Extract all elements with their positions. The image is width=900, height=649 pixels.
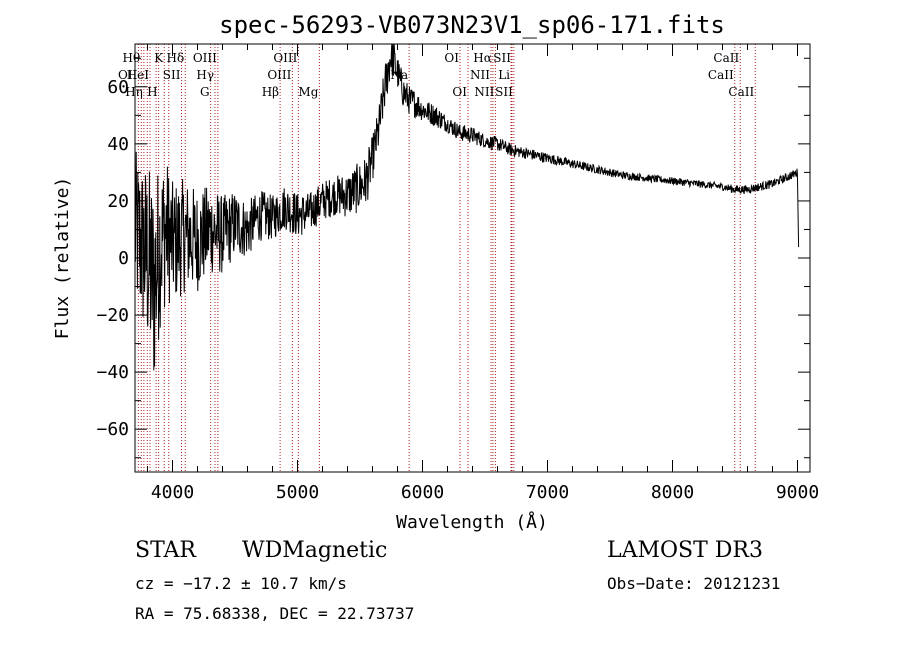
- x-tick-label: 5000: [276, 482, 319, 503]
- spectral-line-label: OIII: [267, 68, 291, 82]
- object-subclass: WDMagnetic: [242, 538, 388, 563]
- x-tick-label: 7000: [526, 482, 569, 503]
- spectral-line-label: CaII: [713, 51, 739, 65]
- spectral-line-label: SII: [493, 51, 511, 65]
- spectral-line-labels: OIIHθHηHeIHKSIIHδGHγOIIIHβOIIIOIIIMgNaOI…: [118, 51, 754, 99]
- spectral-line-label: Hα: [473, 51, 492, 65]
- x-tick-label: 4000: [151, 482, 194, 503]
- y-tick-label: 40: [107, 134, 129, 155]
- spectral-line-label: OI: [452, 85, 467, 99]
- spectral-line-label: Mg: [298, 85, 318, 99]
- y-axis-ticks: −60 −40 −20 0 20 40 60: [96, 57, 810, 459]
- survey-name: LAMOST DR3: [607, 538, 763, 563]
- y-tick-label: 60: [107, 77, 129, 98]
- spectral-line-label: G: [200, 85, 210, 99]
- coordinates-readout: RA = 75.68338, DEC = 22.73737: [135, 604, 415, 623]
- x-axis-ticks: 4000 5000 6000 7000 8000 9000: [147, 44, 819, 503]
- chart-title: spec-56293-VB073N23V1_sp06-171.fits: [219, 11, 725, 39]
- y-axis-label: Flux (relative): [52, 177, 73, 340]
- spectral-line-label: OII: [118, 68, 138, 82]
- spectral-line-label: CaII: [708, 68, 734, 82]
- spectral-line-label: Hη: [125, 85, 143, 99]
- spectral-line-label: OIII: [273, 51, 297, 65]
- spectral-line-label: SII: [163, 68, 181, 82]
- spectral-line-label: Hθ: [123, 51, 141, 65]
- x-tick-label: 6000: [401, 482, 444, 503]
- spectral-line-label: OI: [444, 51, 459, 65]
- observation-date: Obs−Date: 20121231: [607, 574, 781, 593]
- plot-frame: [134, 43, 811, 473]
- spectral-line-label: NII: [470, 68, 490, 82]
- redshift-readout: cz = −17.2 ± 10.7 km/s: [135, 574, 347, 593]
- spectral-line-label: SII: [495, 85, 513, 99]
- spectral-line-label: H: [147, 85, 157, 99]
- y-tick-label: 20: [107, 191, 129, 212]
- x-axis-label: Wavelength (Å): [396, 511, 548, 533]
- y-tick-label: 0: [118, 248, 129, 269]
- spectral-line-label: OIII: [193, 51, 217, 65]
- spectral-line-label: Hγ: [196, 68, 214, 82]
- x-tick-label: 9000: [776, 482, 819, 503]
- spectral-line-label: Hδ: [167, 51, 185, 65]
- spectral-line-label: CaII: [728, 85, 754, 99]
- x-tick-label: 8000: [651, 482, 694, 503]
- spectral-line-markers: [137, 44, 756, 472]
- y-tick-label: −20: [96, 305, 129, 326]
- y-tick-label: −40: [96, 362, 129, 383]
- spectral-line-label: Li: [498, 68, 510, 82]
- spectral-line-label: NII: [474, 85, 494, 99]
- spectral-line-label: K: [154, 51, 164, 65]
- spectrum-series-line: [134, 43, 800, 371]
- spectral-line-label: HeI: [127, 68, 150, 82]
- object-class: STAR: [135, 538, 196, 563]
- spectral-line-label: Hβ: [262, 85, 279, 99]
- y-tick-label: −60: [96, 419, 129, 440]
